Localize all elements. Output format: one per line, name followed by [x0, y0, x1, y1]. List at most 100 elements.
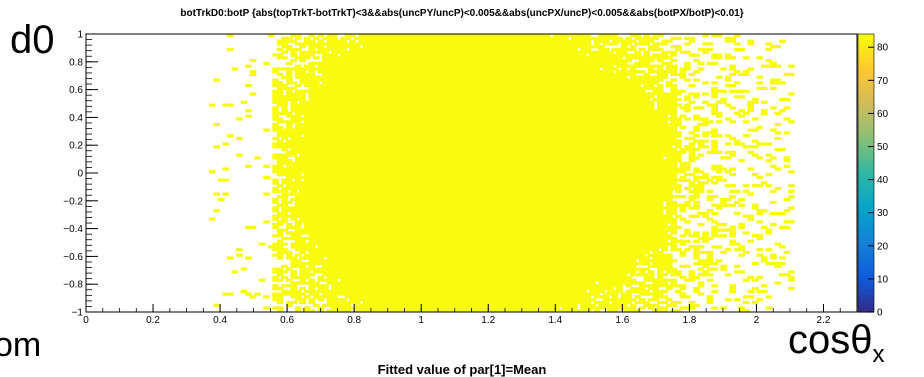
heatmap-cell — [475, 264, 483, 268]
heatmap-cell — [353, 245, 361, 249]
heatmap-cell — [448, 236, 456, 241]
heatmap-cell — [399, 156, 406, 160]
heatmap-cell — [299, 214, 306, 218]
heatmap-cell — [444, 256, 451, 260]
heatmap-cell — [729, 173, 736, 177]
heatmap-cell — [620, 231, 628, 235]
heatmap-cell — [557, 298, 564, 302]
heatmap-cell — [335, 223, 343, 227]
heatmap-cell — [367, 220, 374, 224]
heatmap-cell — [371, 250, 379, 254]
heatmap-cell — [403, 178, 411, 182]
heatmap-cell — [643, 245, 650, 249]
heatmap-cell — [503, 159, 510, 163]
heatmap-cell — [589, 239, 596, 243]
heatmap-cell — [598, 181, 605, 185]
heatmap-cell — [371, 161, 379, 166]
heatmap-cell — [299, 198, 306, 202]
heatmap-cell — [317, 164, 325, 168]
heatmap-cell — [358, 203, 365, 207]
heatmap-cell — [412, 236, 420, 241]
heatmap-cell — [394, 284, 402, 288]
heatmap-cell — [516, 259, 524, 263]
heatmap-cell — [489, 189, 497, 193]
heatmap-cell — [439, 225, 447, 229]
heatmap-cell — [566, 262, 574, 266]
heatmap-cell — [281, 159, 288, 163]
heatmap-cell — [426, 270, 433, 274]
heatmap-cell — [670, 164, 678, 168]
heatmap-cell — [412, 259, 420, 263]
heatmap-cell — [462, 192, 469, 196]
heatmap-cell — [607, 289, 614, 293]
heatmap-cell — [308, 206, 316, 210]
heatmap-cell — [666, 192, 673, 196]
heatmap-cell — [652, 234, 659, 238]
heatmap-cell — [602, 223, 610, 227]
heatmap-cell — [675, 189, 682, 193]
heatmap-cell — [430, 234, 438, 238]
heatmap-cell — [362, 178, 370, 182]
heatmap-cell — [412, 281, 420, 285]
heatmap-cell — [611, 217, 619, 221]
heatmap-cell — [453, 178, 460, 182]
heatmap-cell — [349, 184, 356, 188]
heatmap-cell — [376, 256, 383, 260]
heatmap-cell — [340, 306, 347, 310]
heatmap-cell — [638, 228, 646, 232]
heatmap-cell — [616, 256, 623, 260]
heatmap-cell — [394, 262, 402, 266]
heatmap-cell — [349, 295, 356, 299]
heatmap-cell — [584, 300, 592, 305]
heatmap-cell — [317, 270, 325, 274]
heatmap-cell — [494, 245, 501, 249]
heatmap-cell — [281, 195, 288, 199]
heatmap-cell — [453, 206, 460, 210]
heatmap-cell — [552, 217, 560, 221]
heatmap-cell — [661, 161, 669, 166]
heatmap-cell — [294, 211, 302, 216]
heatmap-cell — [643, 231, 650, 235]
heatmap-cell — [503, 270, 510, 274]
heatmap-cell — [453, 211, 460, 216]
heatmap-cell — [412, 256, 420, 260]
heatmap-cell — [353, 217, 361, 221]
heatmap-cell — [299, 175, 306, 179]
heatmap-cell — [557, 181, 564, 185]
heatmap-cell — [417, 245, 424, 249]
heatmap-cell — [290, 256, 297, 260]
heatmap-cell — [516, 275, 524, 280]
heatmap-cell — [494, 287, 501, 291]
heatmap-cell — [557, 278, 564, 282]
heatmap-cell — [349, 270, 356, 274]
heatmap-cell — [344, 228, 352, 232]
heatmap-cell — [417, 181, 424, 185]
heatmap-cell — [475, 159, 483, 163]
heatmap-cell — [670, 259, 678, 263]
heatmap-cell — [403, 236, 411, 241]
heatmap-cell — [693, 250, 700, 254]
heatmap-cell — [607, 220, 614, 224]
heatmap-cell — [575, 248, 583, 252]
heatmap-cell — [494, 161, 501, 166]
heatmap-cell — [652, 298, 659, 302]
heatmap-cell — [666, 159, 673, 163]
heatmap-cell — [462, 200, 469, 204]
heatmap-cell — [693, 170, 700, 174]
heatmap-cell — [485, 178, 492, 182]
heatmap-cell — [539, 192, 546, 196]
heatmap-cell — [304, 198, 311, 202]
heatmap-cell — [480, 259, 488, 263]
heatmap-cell — [494, 248, 501, 252]
heatmap-cell — [475, 295, 483, 299]
heatmap-cell — [322, 220, 329, 224]
heatmap-cell — [647, 214, 655, 218]
heatmap-cell — [322, 295, 329, 299]
heatmap-cell — [720, 234, 727, 238]
heatmap-cell — [421, 278, 429, 282]
heatmap-cell — [335, 236, 343, 241]
heatmap-cell — [308, 214, 316, 218]
heatmap-cell — [394, 223, 402, 227]
heatmap-cell — [462, 250, 469, 254]
heatmap-cell — [385, 234, 392, 238]
